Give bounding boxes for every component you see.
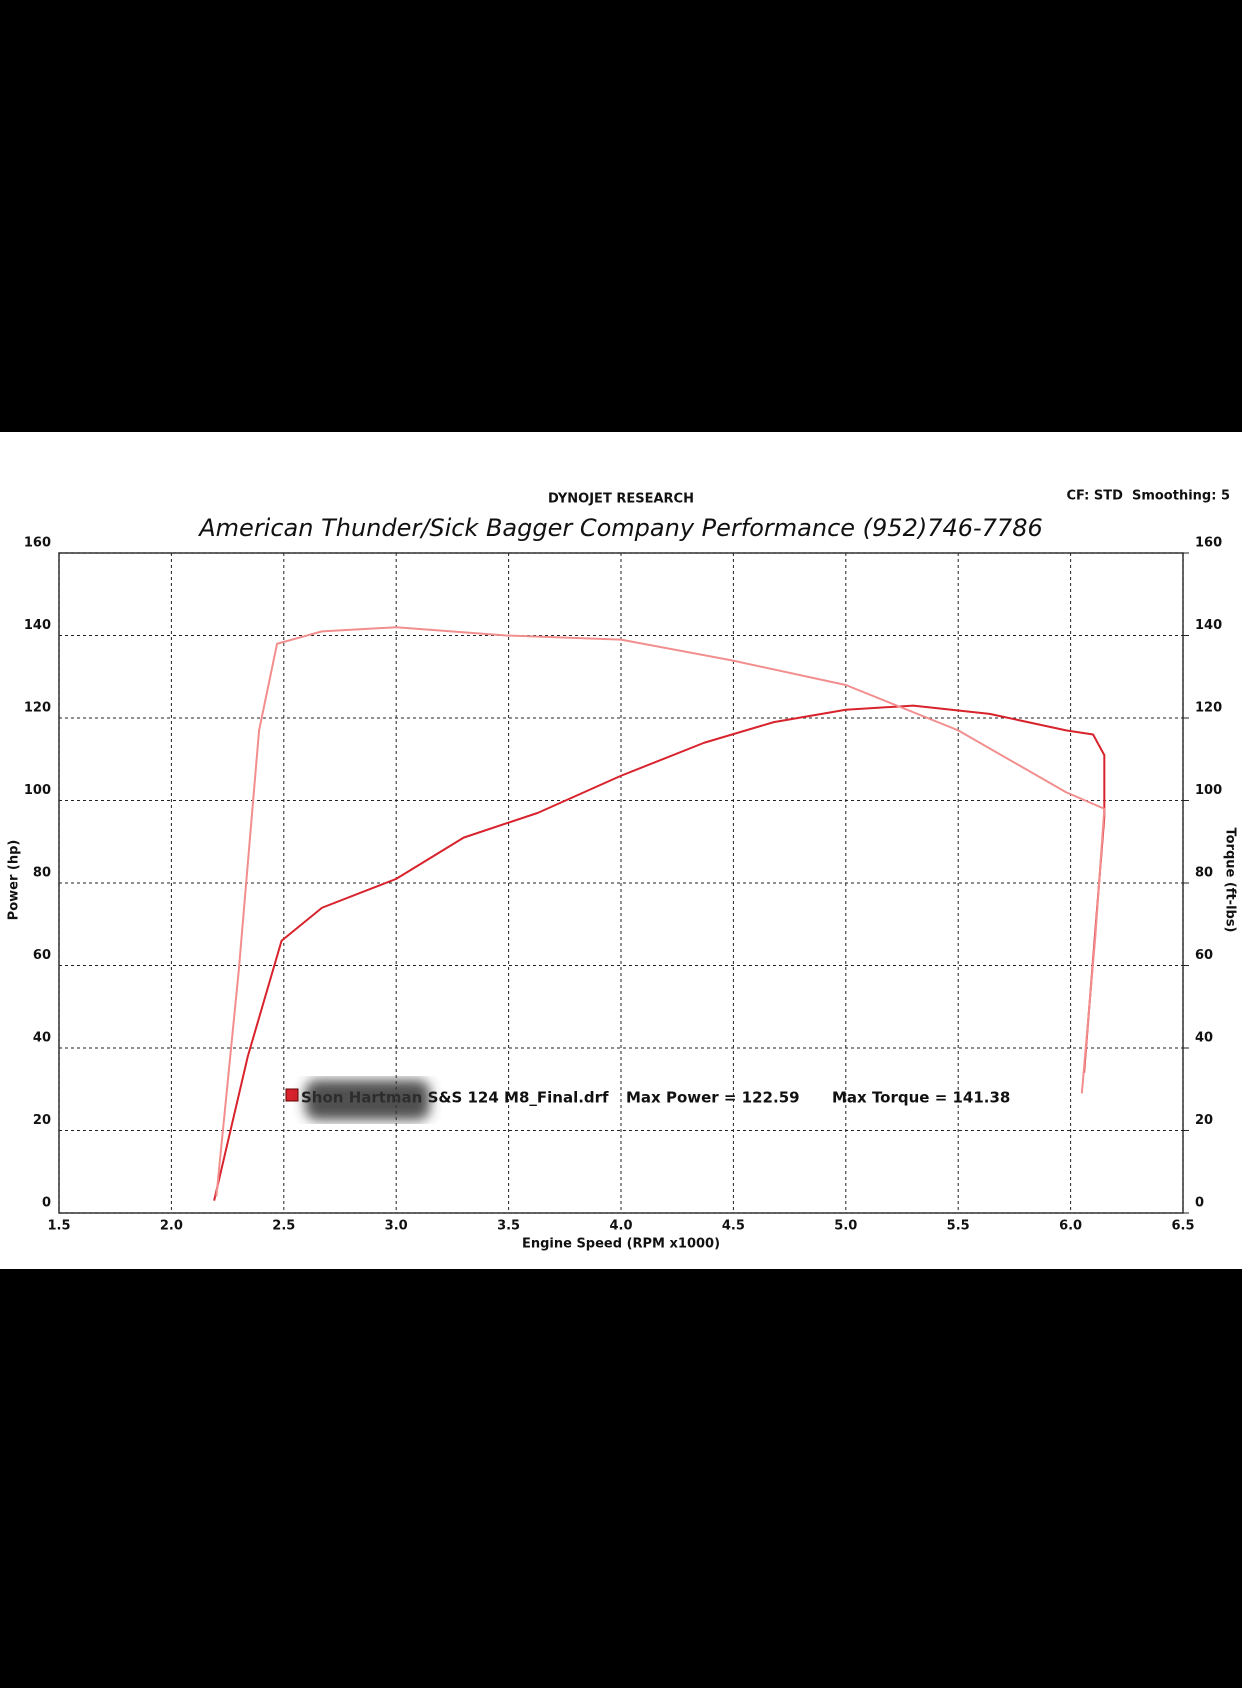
- x-axis-label: Engine Speed (RPM x1000): [522, 1237, 720, 1252]
- y2-tick-label: 120: [1195, 701, 1222, 716]
- x-tick-label: 6.0: [1059, 1219, 1082, 1234]
- y-tick-label: 160: [24, 536, 51, 551]
- y2-tick-label: 20: [1195, 1113, 1213, 1128]
- y-axis-label: Power (hp): [7, 840, 22, 921]
- x-tick-label: 6.5: [1171, 1219, 1194, 1234]
- redaction: [305, 1080, 430, 1120]
- series-line: [213, 704, 1106, 1201]
- y2-tick-label: 140: [1195, 618, 1222, 633]
- y2-tick-label: 40: [1195, 1031, 1213, 1046]
- x-tick-label: 4.5: [722, 1219, 745, 1234]
- x-tick-label: 5.0: [834, 1219, 857, 1234]
- y-tick-label: 0: [42, 1196, 51, 1211]
- y-tick-label: 80: [33, 866, 51, 881]
- y2-axis-label: Torque (ft-lbs): [1223, 827, 1238, 932]
- y-tick-label: 100: [24, 783, 51, 798]
- chart-title: American Thunder/Sick Bagger Company Per…: [197, 514, 1043, 542]
- x-tick-label: 5.5: [947, 1219, 970, 1234]
- y2-tick-label: 160: [1195, 536, 1222, 551]
- x-tick-label: 3.0: [385, 1219, 408, 1234]
- legend-max-power: Max Power = 122.59: [626, 1089, 800, 1107]
- x-tick-label: 1.5: [47, 1219, 70, 1234]
- y-tick-label: 140: [24, 618, 51, 633]
- legend-max-torque: Max Torque = 141.38: [832, 1089, 1010, 1107]
- settings: CF: STD Smoothing: 5: [1066, 489, 1230, 504]
- series-line: [215, 626, 1106, 1197]
- plot: 0 20 40 60 80 100 120 140 160 0 20 40 60 80 100 120 140 1…: [24, 536, 1222, 1234]
- y-tick-label: 120: [24, 701, 51, 716]
- y-tick-label: 40: [33, 1031, 51, 1046]
- header: DYNOJET RESEARCH: [548, 492, 694, 507]
- y2-tick-label: 80: [1195, 866, 1213, 881]
- y2-tick-label: 60: [1195, 948, 1213, 963]
- y-tick-label: 60: [33, 948, 51, 963]
- x-tick-label: 4.0: [609, 1219, 632, 1234]
- y2-tick-label: 100: [1195, 783, 1222, 798]
- x-tick-label: 2.0: [160, 1219, 183, 1234]
- y2-tick-label: 0: [1195, 1196, 1204, 1211]
- x-tick-label: 3.5: [497, 1219, 520, 1234]
- y-tick-label: 20: [33, 1113, 51, 1128]
- x-tick-label: 2.5: [272, 1219, 295, 1234]
- legend-swatch: [285, 1088, 299, 1102]
